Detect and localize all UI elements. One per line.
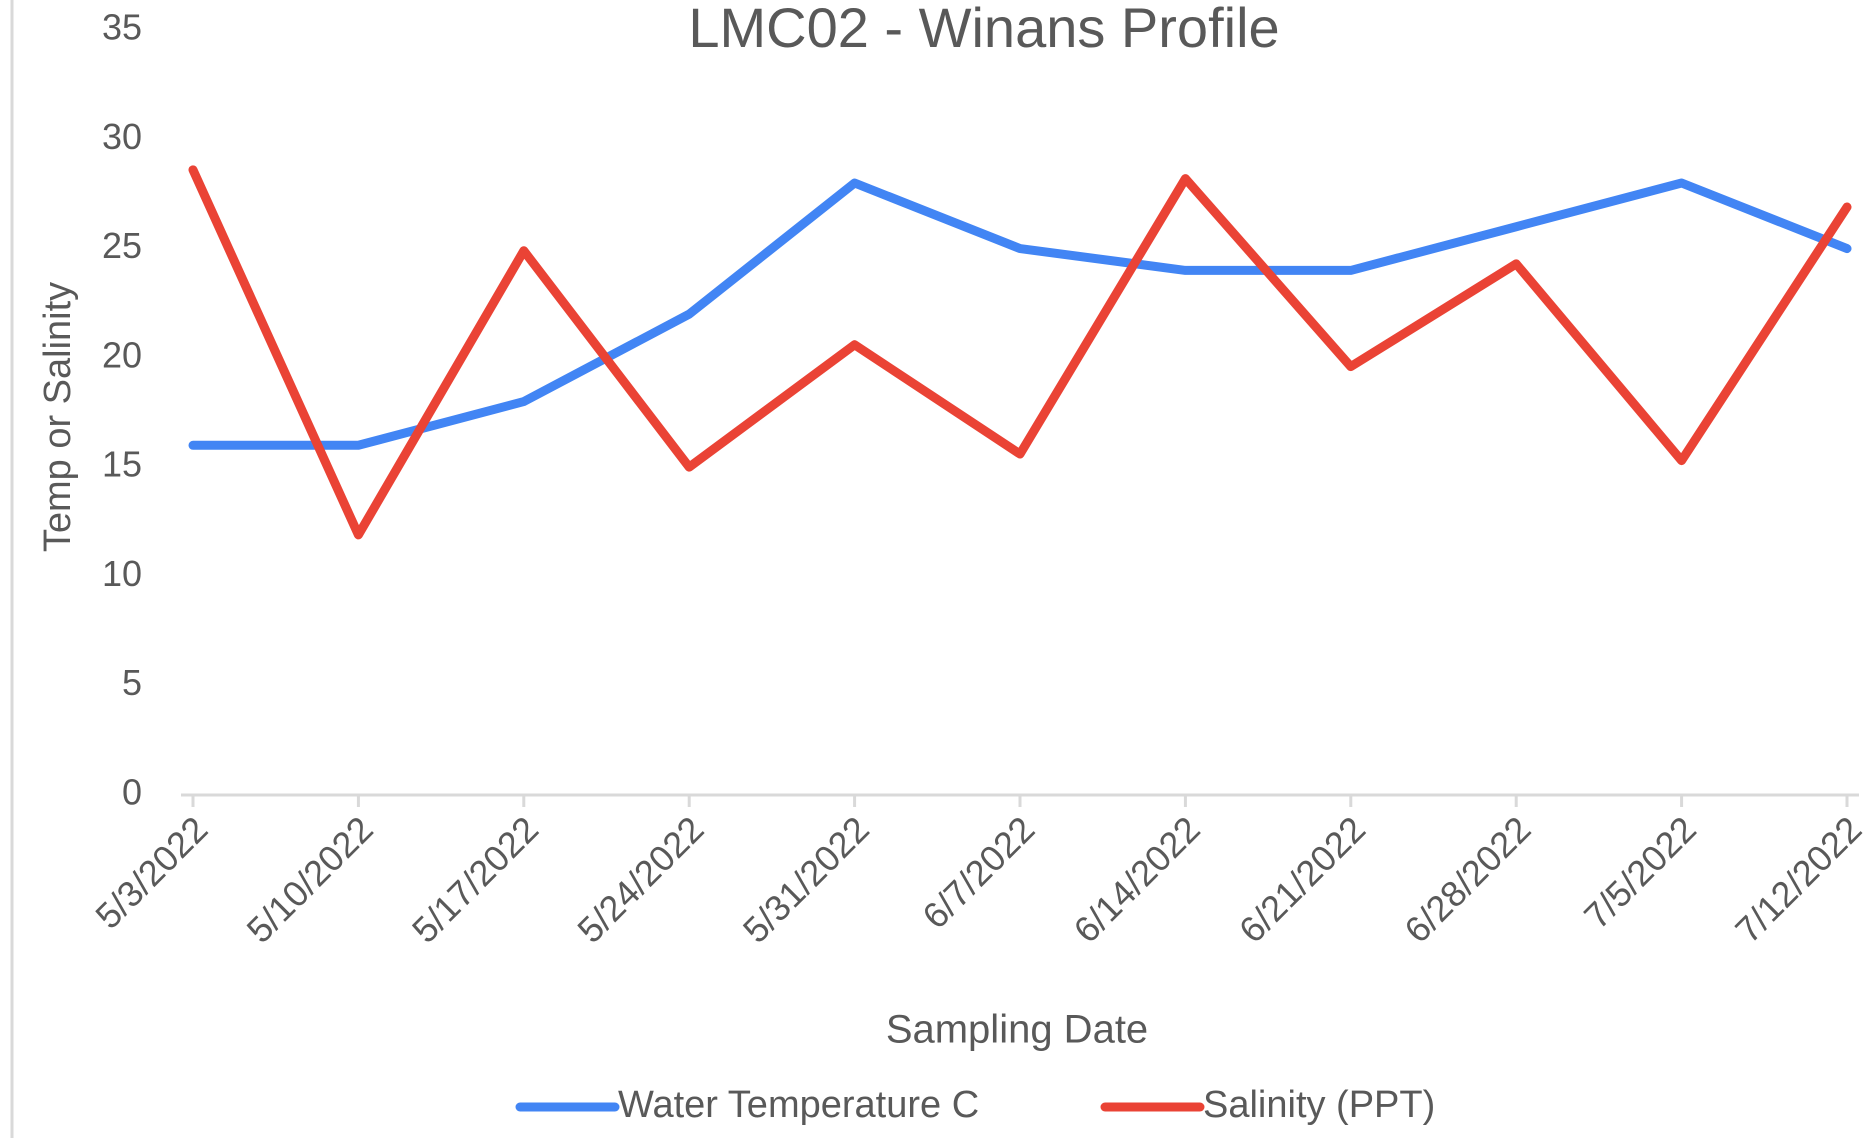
y-tick-label: 15	[102, 444, 142, 485]
legend-label: Salinity (PPT)	[1203, 1084, 1435, 1126]
x-tick-label: 5/10/2022	[239, 808, 381, 950]
x-axis-title: Sampling Date	[886, 1008, 1148, 1052]
chart-title: LMC02 - Winans Profile	[688, 0, 1279, 59]
y-tick-label: 20	[102, 334, 142, 375]
y-tick-label: 0	[122, 772, 142, 813]
series-line	[188, 178, 1852, 450]
y-tick-label: 25	[102, 225, 142, 266]
y-tick-label: 10	[102, 553, 142, 594]
y-tick-label: 5	[122, 662, 142, 703]
x-tick-label: 6/28/2022	[1396, 808, 1538, 950]
x-tick-label: 6/14/2022	[1066, 808, 1208, 950]
x-tick-label: 5/3/2022	[87, 808, 215, 936]
series-line	[188, 165, 1852, 540]
x-tick-label: 6/21/2022	[1231, 808, 1373, 950]
x-tick-label: 5/31/2022	[735, 808, 877, 950]
legend-label: Water Temperature C	[618, 1084, 979, 1126]
y-tick-label: 35	[102, 7, 142, 48]
x-tick-label: 5/24/2022	[569, 808, 711, 950]
legend: Water Temperature C Salinity (PPT)	[515, 1084, 1435, 1126]
y-axis-title: Temp or Salinity	[37, 282, 79, 552]
x-tick-label: 7/5/2022	[1576, 808, 1704, 936]
x-tick-label: 7/12/2022	[1727, 808, 1869, 950]
x-tick-label: 6/7/2022	[914, 808, 1042, 936]
x-tick-label: 5/17/2022	[404, 808, 546, 950]
y-tick-label: 30	[102, 116, 142, 157]
